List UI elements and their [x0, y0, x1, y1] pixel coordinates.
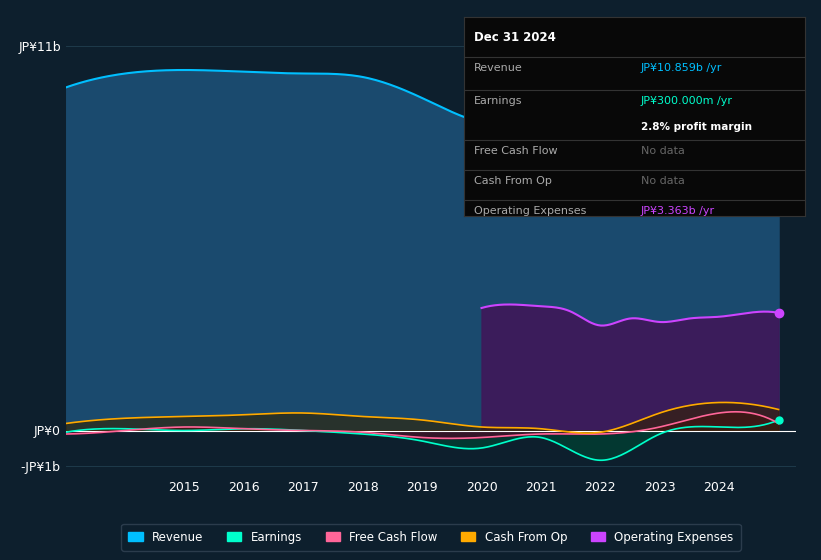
- Text: Earnings: Earnings: [474, 96, 523, 106]
- Text: Operating Expenses: Operating Expenses: [474, 206, 586, 216]
- Text: JP¥10.859b /yr: JP¥10.859b /yr: [641, 63, 722, 73]
- Text: No data: No data: [641, 146, 685, 156]
- Text: JP¥3.363b /yr: JP¥3.363b /yr: [641, 206, 715, 216]
- Text: Free Cash Flow: Free Cash Flow: [474, 146, 557, 156]
- Text: Cash From Op: Cash From Op: [474, 176, 552, 186]
- Text: Revenue: Revenue: [474, 63, 523, 73]
- Text: No data: No data: [641, 176, 685, 186]
- Text: 2.8% profit margin: 2.8% profit margin: [641, 122, 752, 132]
- Legend: Revenue, Earnings, Free Cash Flow, Cash From Op, Operating Expenses: Revenue, Earnings, Free Cash Flow, Cash …: [122, 524, 741, 550]
- Text: Dec 31 2024: Dec 31 2024: [474, 31, 556, 44]
- Text: JP¥300.000m /yr: JP¥300.000m /yr: [641, 96, 733, 106]
